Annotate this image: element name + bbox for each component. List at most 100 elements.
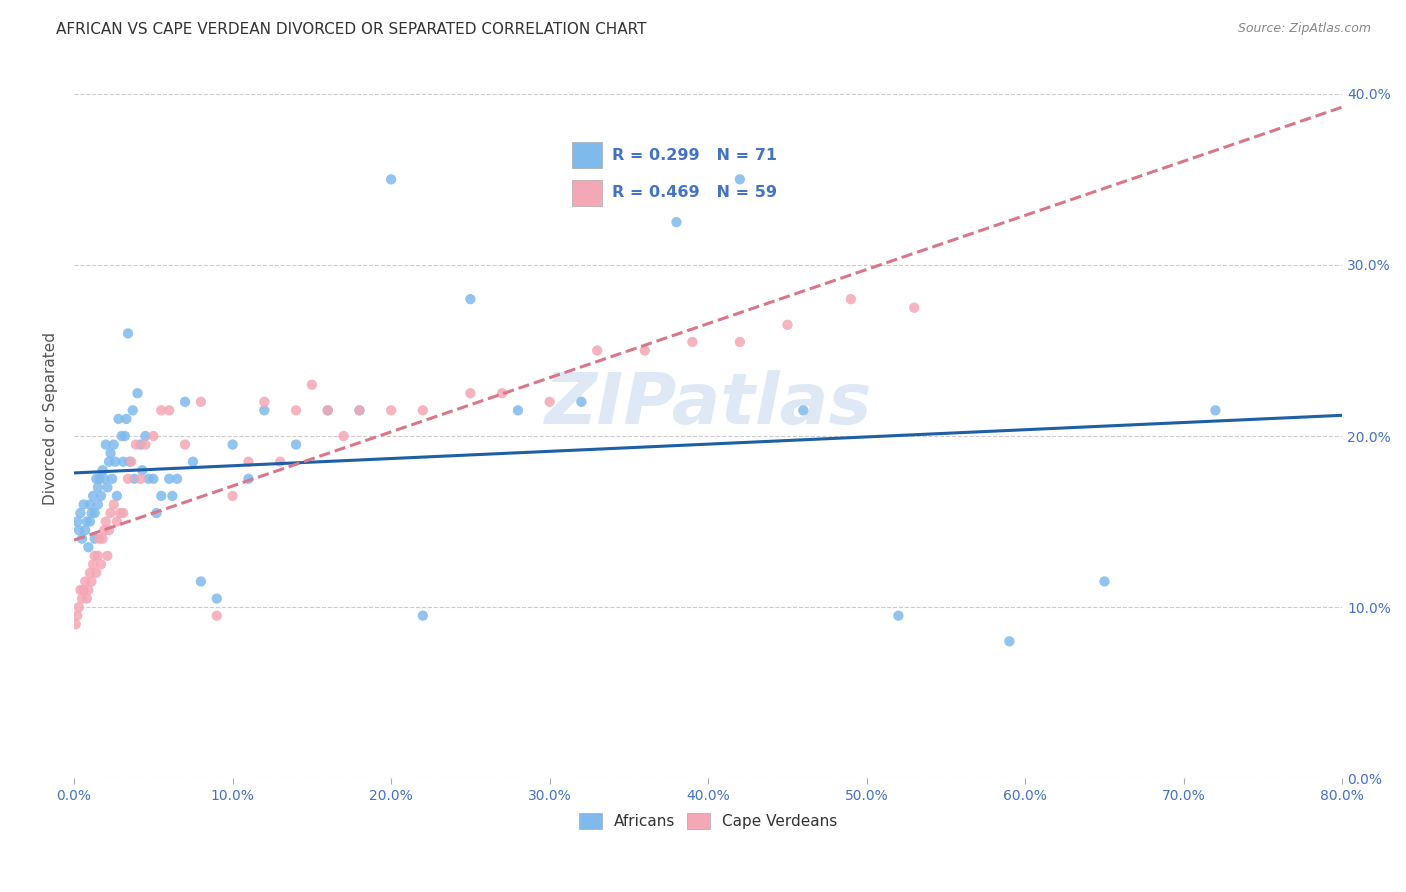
Point <box>412 608 434 623</box>
Point <box>142 429 165 443</box>
Point <box>150 403 173 417</box>
Point <box>83 549 105 563</box>
Point <box>157 472 180 486</box>
Point <box>82 558 104 572</box>
Point <box>96 549 118 563</box>
Point <box>84 566 107 580</box>
Point <box>538 394 561 409</box>
Point <box>94 515 117 529</box>
Point <box>138 472 160 486</box>
Point <box>221 437 243 451</box>
Point <box>316 403 339 417</box>
Point <box>65 617 87 632</box>
Point <box>728 334 751 349</box>
Point <box>776 318 799 332</box>
Y-axis label: Divorced or Separated: Divorced or Separated <box>44 333 58 506</box>
Point <box>253 403 276 417</box>
Point <box>301 377 323 392</box>
Point <box>586 343 609 358</box>
Point <box>162 489 184 503</box>
Point <box>75 574 97 589</box>
Point <box>105 515 128 529</box>
Text: R = 0.469   N = 59: R = 0.469 N = 59 <box>612 186 776 201</box>
Point <box>66 608 89 623</box>
Point <box>316 403 339 417</box>
Point <box>84 472 107 486</box>
Point <box>70 532 93 546</box>
Point <box>728 172 751 186</box>
Point <box>129 472 152 486</box>
Point <box>190 574 212 589</box>
Point <box>117 326 139 341</box>
Text: Source: ZipAtlas.com: Source: ZipAtlas.com <box>1237 22 1371 36</box>
Point <box>166 472 188 486</box>
FancyBboxPatch shape <box>572 180 602 205</box>
Point <box>792 403 814 417</box>
Point <box>285 403 308 417</box>
Point <box>87 498 110 512</box>
Point <box>269 455 291 469</box>
Text: ZIPatlas: ZIPatlas <box>544 370 872 439</box>
Point <box>205 591 228 606</box>
Point <box>94 437 117 451</box>
Text: R = 0.299   N = 71: R = 0.299 N = 71 <box>612 147 776 162</box>
Point <box>83 506 105 520</box>
Point <box>332 429 354 443</box>
Point <box>89 532 111 546</box>
Point <box>79 515 101 529</box>
Point <box>89 472 111 486</box>
Point <box>181 455 204 469</box>
Point <box>111 429 134 443</box>
Point <box>100 506 122 520</box>
Point <box>101 472 124 486</box>
Point <box>380 172 402 186</box>
Point <box>82 489 104 503</box>
Point <box>90 558 112 572</box>
Point <box>93 472 115 486</box>
Point <box>100 446 122 460</box>
Point <box>104 455 127 469</box>
Point <box>412 403 434 417</box>
Point <box>96 480 118 494</box>
Point <box>72 498 94 512</box>
Point <box>380 403 402 417</box>
Point <box>98 455 121 469</box>
Point <box>839 292 862 306</box>
Point <box>112 506 135 520</box>
Point <box>174 394 197 409</box>
Point <box>121 403 143 417</box>
Point <box>79 566 101 580</box>
Point <box>665 215 688 229</box>
Point <box>190 394 212 409</box>
Point <box>117 472 139 486</box>
Legend: Africans, Cape Verdeans: Africans, Cape Verdeans <box>572 807 844 835</box>
Point <box>569 394 592 409</box>
Point <box>125 437 148 451</box>
Point <box>69 582 91 597</box>
Point <box>134 429 156 443</box>
Text: AFRICAN VS CAPE VERDEAN DIVORCED OR SEPARATED CORRELATION CHART: AFRICAN VS CAPE VERDEAN DIVORCED OR SEPA… <box>56 22 647 37</box>
Point <box>460 386 482 401</box>
Point <box>67 523 90 537</box>
Point <box>91 532 114 546</box>
FancyBboxPatch shape <box>572 143 602 168</box>
Point <box>129 437 152 451</box>
Point <box>115 412 138 426</box>
Point <box>634 343 657 358</box>
Point <box>77 582 100 597</box>
Point <box>72 582 94 597</box>
Point <box>98 523 121 537</box>
Point <box>681 334 703 349</box>
Point <box>87 549 110 563</box>
Point <box>108 506 131 520</box>
Point <box>253 394 276 409</box>
Point <box>460 292 482 306</box>
Point <box>205 608 228 623</box>
Point <box>107 412 129 426</box>
Point <box>491 386 513 401</box>
Point <box>131 463 153 477</box>
Point <box>238 455 260 469</box>
Point <box>69 506 91 520</box>
Point <box>91 463 114 477</box>
Point <box>238 472 260 486</box>
